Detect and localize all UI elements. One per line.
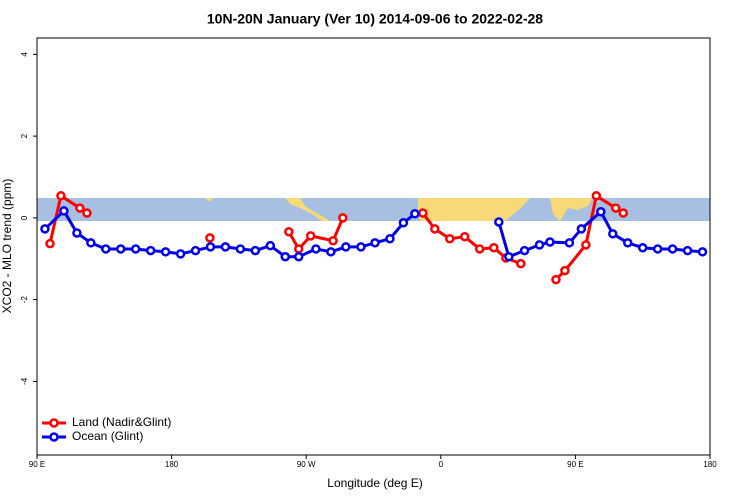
y-tick-label: 2 [20, 133, 29, 138]
x-tick-label: 90 W [297, 460, 316, 469]
data-point [560, 265, 570, 276]
data-point [398, 218, 409, 228]
chart-title: 10N-20N January (Ver 10) 2014-09-06 to 2… [207, 11, 543, 27]
data-point [45, 238, 55, 249]
y-tick-label: 0 [20, 215, 29, 220]
y-tick-label: -2 [20, 296, 29, 304]
land [205, 198, 212, 202]
data-point [551, 274, 561, 285]
data-point [56, 191, 66, 201]
data-point [516, 258, 526, 269]
data-point [445, 233, 455, 244]
y-tick-label: -4 [20, 377, 29, 385]
ocean-band [37, 198, 710, 221]
legend-marker [49, 418, 59, 428]
data-point [59, 206, 69, 216]
data-point [356, 242, 366, 252]
data-point [130, 244, 141, 254]
data-point [338, 213, 348, 223]
legend-label: Ocean (Glint) [72, 429, 143, 443]
data-point [459, 231, 470, 242]
data-point [667, 244, 678, 254]
x-tick-label: 180 [703, 460, 717, 469]
data-point [596, 207, 606, 217]
data-point [293, 244, 304, 254]
data-point [326, 247, 336, 257]
data-point [534, 240, 545, 250]
data-point [220, 242, 231, 252]
data-point [205, 242, 216, 252]
data-point [175, 249, 186, 259]
data-point [284, 227, 294, 237]
data-point [72, 228, 82, 238]
data-point [385, 233, 395, 244]
data-point [190, 245, 201, 256]
data-point [341, 242, 351, 252]
data-point [618, 208, 629, 218]
data-point [235, 244, 246, 254]
data-point [489, 242, 499, 253]
data-point [637, 242, 648, 253]
data-point [474, 244, 485, 254]
data-point [311, 244, 321, 254]
data-point [430, 224, 440, 234]
data-point [265, 240, 276, 251]
data-point [591, 191, 602, 201]
data-point [280, 251, 291, 262]
data-point [160, 247, 171, 257]
data-point [576, 224, 587, 234]
data-point [328, 236, 338, 246]
land [418, 198, 530, 221]
data-point [519, 245, 530, 256]
data-point [622, 238, 633, 248]
data-point [564, 238, 575, 248]
x-tick-label: 90 E [29, 460, 45, 469]
data-point [611, 203, 621, 213]
data-point [250, 245, 261, 256]
x-tick-label: 90 E [567, 460, 583, 469]
map-band [37, 198, 710, 221]
data-point [504, 251, 514, 262]
data-point [205, 233, 215, 243]
data-point [697, 247, 708, 257]
y-axis-label: XCO2 - MLO trend (ppm) [0, 179, 14, 314]
legend-label: Land (Nadir&Glint) [72, 415, 171, 429]
data-point [40, 224, 50, 234]
land [285, 198, 330, 221]
data-point [608, 229, 618, 239]
data-point [305, 231, 316, 241]
data-point [75, 203, 85, 213]
x-tick-label: 180 [165, 460, 179, 469]
data-point [410, 209, 420, 219]
data-point [145, 245, 156, 256]
x-tick-label: 0 [439, 460, 444, 469]
data-point [101, 244, 111, 254]
land [550, 198, 592, 221]
data-point [116, 244, 126, 254]
data-point [494, 217, 504, 227]
data-point [652, 244, 663, 254]
x-axis-label: Longitude (deg E) [327, 476, 422, 490]
y-tick-label: 4 [20, 52, 29, 57]
data-point [545, 237, 555, 247]
data-point [682, 245, 693, 256]
legend-marker [49, 432, 59, 442]
data-point [370, 238, 380, 248]
data-point [86, 238, 96, 248]
data-point [293, 251, 304, 262]
data-point [82, 208, 92, 218]
data-point [418, 208, 428, 218]
data-point [581, 240, 591, 250]
plot-frame [36, 37, 711, 456]
